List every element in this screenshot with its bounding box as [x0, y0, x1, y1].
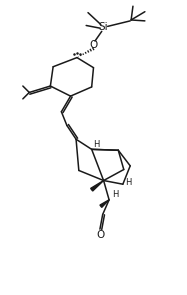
- Polygon shape: [100, 200, 109, 207]
- Polygon shape: [91, 181, 104, 191]
- Text: H: H: [125, 178, 131, 187]
- Text: H: H: [94, 140, 100, 149]
- Text: H: H: [112, 190, 119, 199]
- Text: Si: Si: [99, 22, 108, 32]
- Text: O: O: [89, 40, 98, 50]
- Text: O: O: [97, 230, 105, 240]
